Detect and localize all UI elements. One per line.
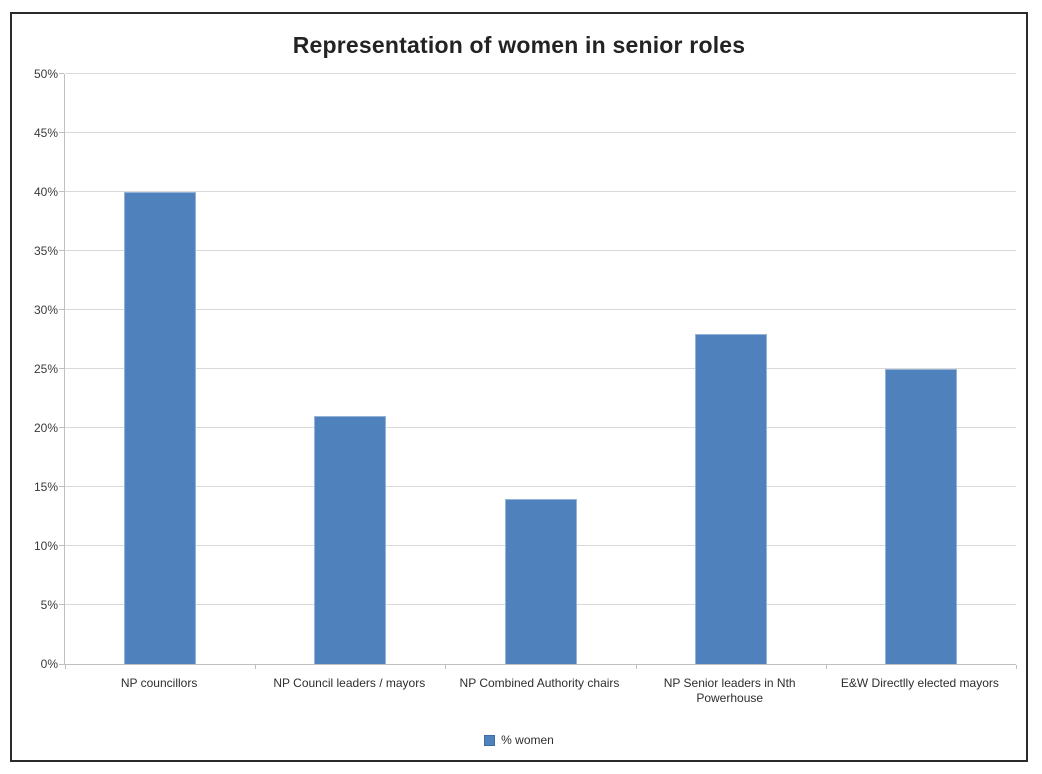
y-axis-label-30: 30%	[33, 303, 58, 317]
gridline-20	[65, 427, 1016, 428]
gridline-40	[65, 191, 1016, 192]
legend: % women	[12, 733, 1026, 749]
y-axis-label-20: 20%	[33, 421, 58, 435]
y-axis-tick	[59, 545, 64, 546]
y-axis-tick	[59, 250, 64, 251]
bar-2	[504, 498, 577, 664]
y-axis-label-5: 5%	[40, 598, 58, 612]
y-axis-label-40: 40%	[33, 185, 58, 199]
gridline-30	[65, 309, 1016, 310]
y-axis-label-0: 0%	[40, 657, 58, 671]
y-axis-tick	[59, 604, 64, 605]
x-axis-label-4: E&W Directlly elected mayors	[840, 676, 999, 690]
y-axis-tick	[59, 664, 64, 665]
gridline-45	[65, 132, 1016, 133]
x-axis-label-3: NP Senior leaders in Nth Powerhouse	[663, 676, 796, 705]
x-axis-tick	[825, 665, 827, 669]
bar-1	[314, 416, 387, 664]
bar-3	[694, 333, 767, 664]
y-axis-tick	[59, 191, 64, 192]
y-axis-label-45: 45%	[33, 126, 58, 140]
x-axis-tick	[1016, 665, 1017, 669]
bar-4	[884, 369, 957, 664]
gridline-35	[65, 250, 1016, 251]
legend-swatch-icon	[484, 734, 496, 746]
chart-title: Representation of women in senior roles	[292, 32, 746, 58]
y-axis-tick	[59, 73, 64, 74]
y-axis-tick	[59, 486, 64, 487]
y-axis-label-50: 50%	[33, 67, 58, 81]
x-axis-tick	[635, 665, 637, 669]
gridline-50	[65, 73, 1016, 74]
x-axis-tick	[65, 665, 66, 669]
y-axis-tick	[59, 132, 64, 133]
chart-frame: Representation of women in senior roles …	[10, 12, 1028, 762]
y-axis-label-10: 10%	[33, 539, 58, 553]
y-axis-tick	[59, 309, 64, 310]
plot-area	[59, 73, 1017, 669]
x-axis-tick	[255, 665, 257, 669]
x-axis-label-2: NP Combined Authority chairs	[459, 676, 620, 690]
y-axis-label-15: 15%	[33, 480, 58, 494]
x-axis-label-0: NP councillors	[120, 676, 198, 690]
bar-0	[124, 192, 197, 664]
x-axis-label-1: NP Council leaders / mayors	[273, 676, 426, 690]
y-axis-label-25: 25%	[33, 362, 58, 376]
gridline-25	[65, 368, 1016, 369]
y-axis-tick	[59, 368, 64, 369]
gridline-15	[65, 486, 1016, 487]
legend-label: % women	[501, 733, 554, 747]
y-axis-tick	[59, 427, 64, 428]
y-axis-label-35: 35%	[33, 244, 58, 258]
x-axis-tick	[445, 665, 447, 669]
